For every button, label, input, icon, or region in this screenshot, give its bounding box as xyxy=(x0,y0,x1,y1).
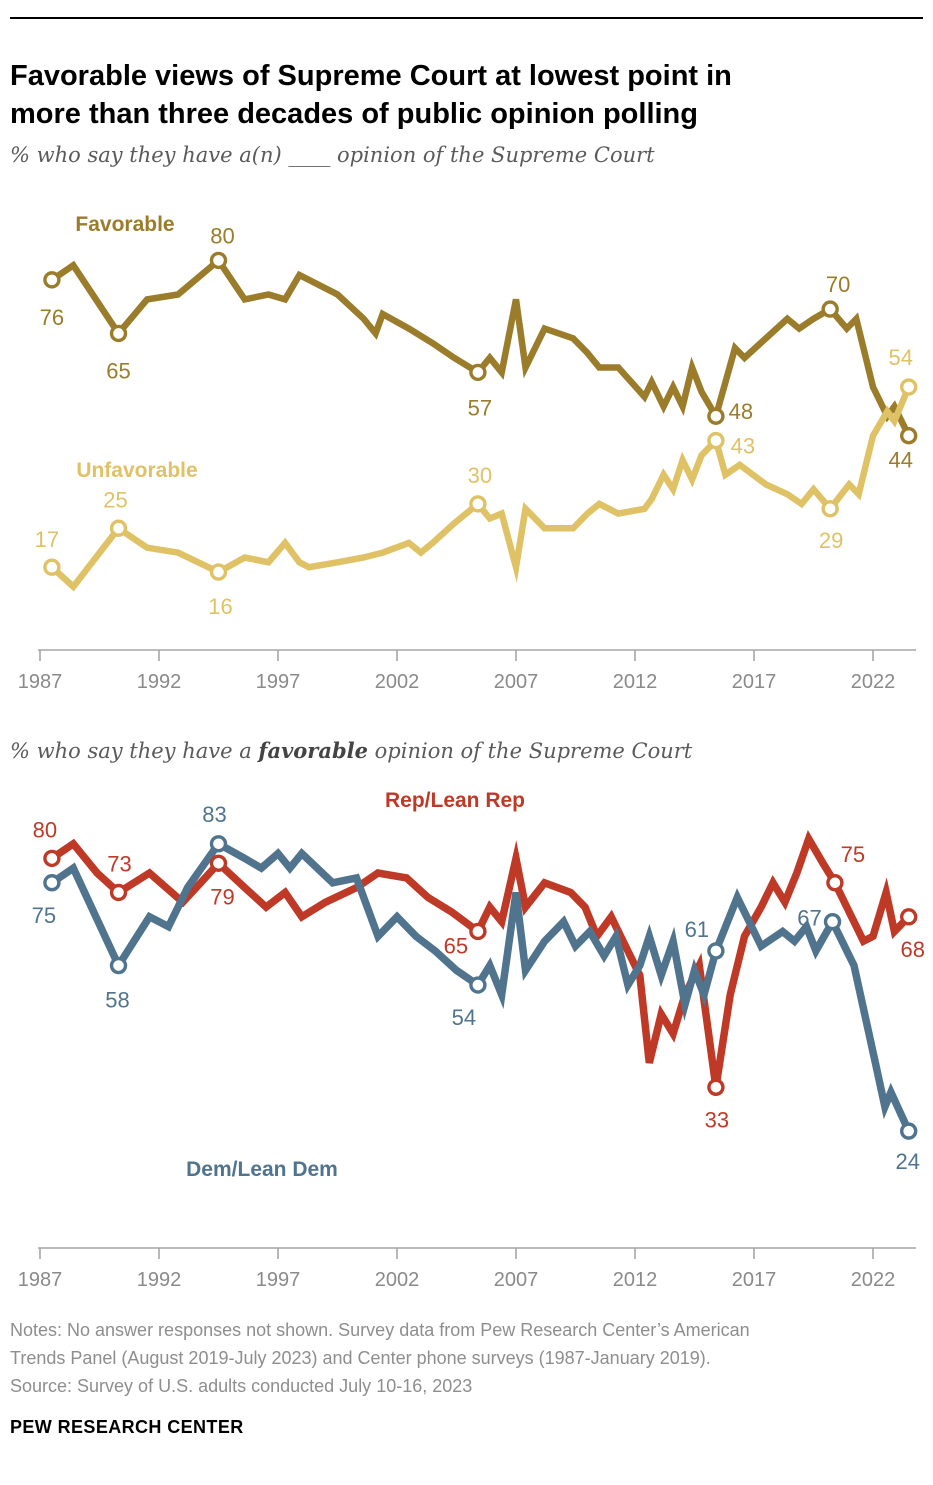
data-point-label: 54 xyxy=(452,1005,476,1030)
series-label: Dem/Lean Dem xyxy=(186,1158,338,1181)
data-point-marker xyxy=(209,563,228,581)
data-point-marker xyxy=(109,956,128,975)
axis-tick-label: 1987 xyxy=(18,1269,63,1291)
data-point-marker xyxy=(43,849,61,868)
data-point-marker xyxy=(209,251,228,270)
axis-tick-label: 2012 xyxy=(613,1269,658,1291)
data-point-marker xyxy=(469,363,487,382)
data-point-marker xyxy=(900,1122,918,1140)
data-point-marker xyxy=(707,942,725,960)
data-point-marker xyxy=(109,519,128,537)
data-point-marker xyxy=(707,407,725,425)
data-point-label: 43 xyxy=(731,434,755,459)
notes-line3: Source: Survey of U.S. adults conducted … xyxy=(10,1376,473,1396)
data-point-marker xyxy=(826,874,844,892)
data-point-marker xyxy=(823,913,842,931)
data-point-marker xyxy=(109,883,128,902)
data-point-label: 65 xyxy=(106,358,130,383)
page-title: Favorable views of Supreme Court at lowe… xyxy=(10,57,910,133)
data-point-marker xyxy=(900,908,918,926)
axis-tick-label: 1997 xyxy=(256,1269,301,1291)
data-point-label: 80 xyxy=(210,223,234,248)
axis-tick-label: 2017 xyxy=(732,671,777,693)
data-point-label: 16 xyxy=(208,594,232,619)
data-point-label: 24 xyxy=(895,1149,919,1174)
data-point-marker xyxy=(821,300,839,318)
data-point-label: 68 xyxy=(900,937,924,962)
page-title-line2: more than three decades of public opinio… xyxy=(10,98,698,131)
data-point-label: 17 xyxy=(35,527,59,552)
overall-favorability-trend-chart: 1987 1992 1997 2002 2007 2012 2017 2022 76 65 80 57… xyxy=(18,213,918,693)
data-point-label: 58 xyxy=(105,988,129,1013)
series-label: Rep/Lean Rep xyxy=(385,789,525,812)
data-point-label: 29 xyxy=(819,528,843,553)
data-point-marker xyxy=(109,324,128,343)
data-point-marker xyxy=(900,427,918,445)
data-point-label: 33 xyxy=(705,1107,729,1132)
chart-notes: Notes: No answer responses not shown. Su… xyxy=(10,1316,926,1400)
series-line-favorable xyxy=(48,255,912,439)
data-point-label: 75 xyxy=(32,903,56,928)
chart1-subtitle: % who say they have a(n) ____ opinion of… xyxy=(10,143,655,167)
data-point-label: 57 xyxy=(468,395,492,420)
data-point-marker xyxy=(707,431,725,450)
axis-tick-label: 2022 xyxy=(851,1269,896,1291)
data-point-label: 61 xyxy=(685,917,709,942)
data-point-label: 48 xyxy=(729,399,753,424)
data-point-marker xyxy=(821,500,839,518)
data-point-label: 70 xyxy=(826,272,850,297)
data-point-marker xyxy=(900,378,918,396)
axis-tick-label: 1987 xyxy=(18,671,63,693)
axis-tick-label: 2007 xyxy=(494,1269,539,1291)
data-point-marker xyxy=(707,1078,725,1096)
party-favorability-trend-chart: 1987 1992 1997 2002 2007 2012 2017 2022 80 73 79 65… xyxy=(18,789,925,1291)
page-title-line1: Favorable views of Supreme Court at lowe… xyxy=(10,60,732,93)
data-point-label: 54 xyxy=(888,345,912,370)
chart2-subtitle: % who say they have a favorable opinion … xyxy=(10,738,910,763)
data-point-marker xyxy=(209,854,228,872)
axis-tick-label: 1997 xyxy=(256,671,301,693)
chart2-subtitle-bold: favorable xyxy=(258,738,368,763)
axis-tick-label: 2007 xyxy=(494,671,539,693)
pew-research-center-logo: PEW RESEARCH CENTER xyxy=(10,1417,244,1437)
top-divider xyxy=(10,17,923,19)
data-point-marker xyxy=(209,835,228,853)
data-point-label: 76 xyxy=(40,305,64,330)
notes-line1: Notes: No answer responses not shown. Su… xyxy=(10,1320,750,1340)
data-point-label: 80 xyxy=(33,817,57,842)
chart2-subtitle-prefix: % who say they have a xyxy=(10,739,259,763)
data-point-label: 67 xyxy=(797,906,821,931)
series-line-unfavorable xyxy=(48,383,912,592)
data-point-label: 73 xyxy=(107,851,131,876)
axis-tick-label: 2022 xyxy=(851,671,896,693)
axis-tick-label: 1992 xyxy=(137,1269,182,1291)
data-point-label: 30 xyxy=(468,463,492,488)
axis-tick-label: 2017 xyxy=(732,1269,777,1291)
axis-tick-label: 2002 xyxy=(375,1269,420,1291)
data-point-marker xyxy=(469,922,487,941)
data-point-marker xyxy=(43,874,61,892)
series-line-rep-lean-rep xyxy=(48,830,913,1088)
data-point-marker xyxy=(43,558,61,576)
data-point-label: 83 xyxy=(202,802,226,827)
data-point-label: 75 xyxy=(841,842,865,867)
series-label: Favorable xyxy=(75,213,174,236)
data-point-label: 79 xyxy=(210,884,234,909)
data-point-marker xyxy=(43,271,61,289)
axis-tick-label: 2012 xyxy=(613,671,658,693)
data-point-label: 44 xyxy=(888,448,912,473)
data-point-label: 65 xyxy=(444,933,468,958)
series-line-dem-lean-dem xyxy=(48,838,913,1135)
data-point-label: 25 xyxy=(103,487,127,512)
chart2-subtitle-suffix: opinion of the Supreme Court xyxy=(367,739,693,763)
axis-tick-label: 1992 xyxy=(137,671,182,693)
notes-line2: Trends Panel (August 2019-July 2023) and… xyxy=(10,1348,711,1368)
data-point-marker xyxy=(469,495,487,513)
data-point-marker xyxy=(469,976,487,994)
series-label: Unfavorable xyxy=(76,459,197,482)
axis-tick-label: 2002 xyxy=(375,671,420,693)
